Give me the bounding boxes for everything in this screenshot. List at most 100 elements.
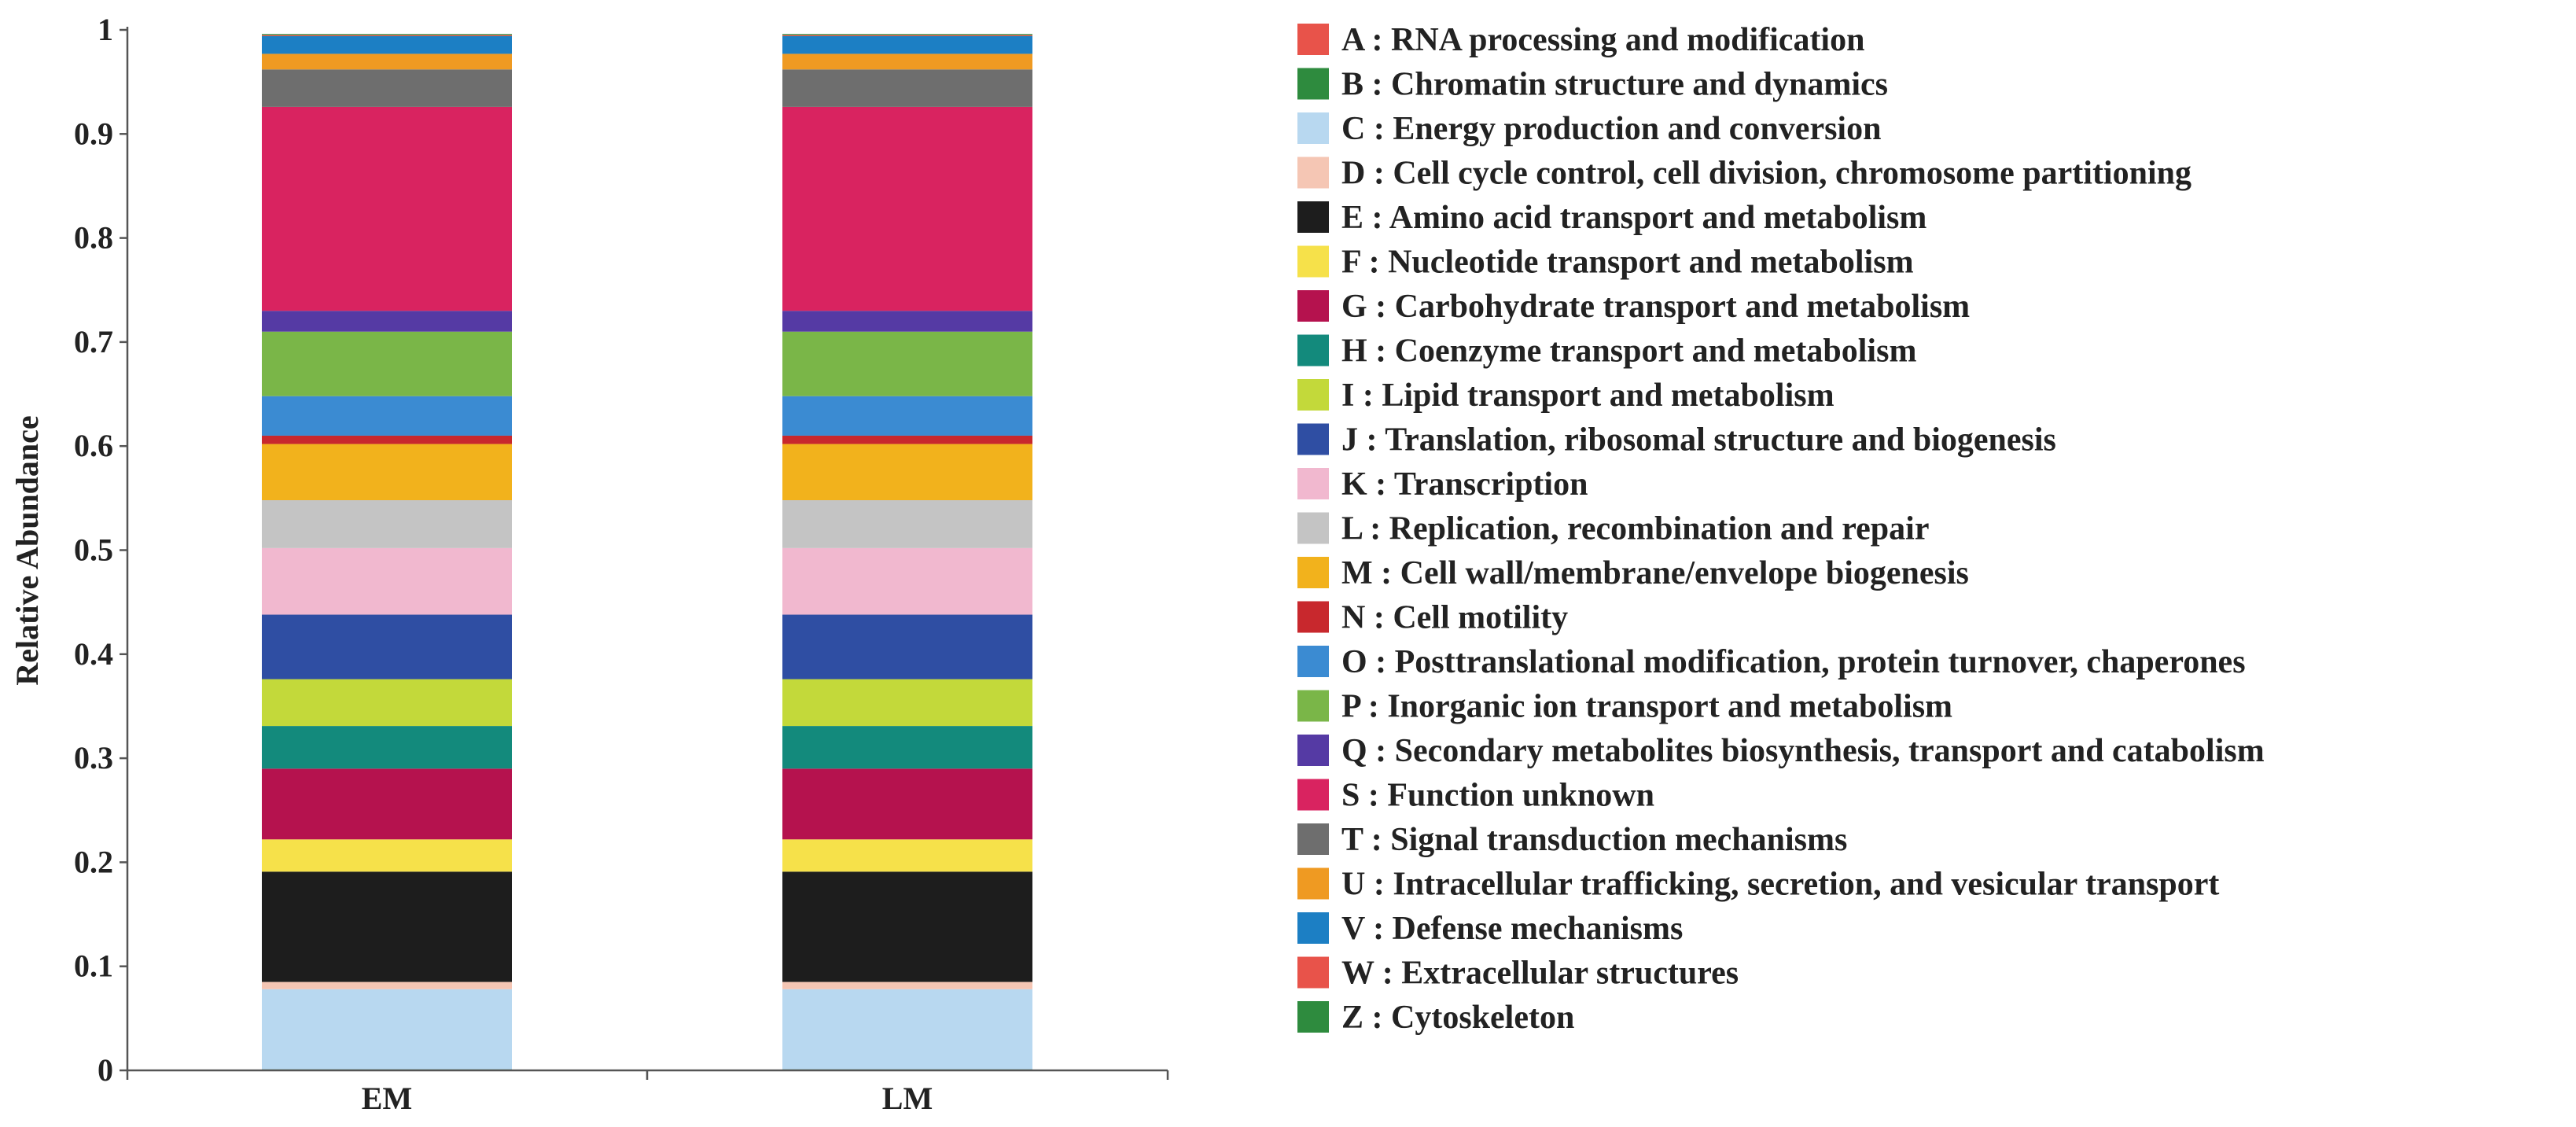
legend-label-a: A : RNA processing and modification [1341, 22, 1864, 58]
legend-swatch-q [1297, 735, 1329, 766]
bar-segment-em-d [262, 982, 512, 989]
y-tick-label: 0.6 [74, 428, 113, 463]
legend-swatch-f [1297, 245, 1329, 278]
bar-segment-lm-u [782, 53, 1032, 70]
legend-label-t: T : Signal transduction mechanisms [1341, 822, 1847, 858]
y-tick-label: 1 [98, 12, 113, 47]
bar-segment-em-c [262, 989, 512, 1070]
bar-segment-em-p [262, 331, 512, 396]
bar-segment-lm-q [782, 311, 1032, 332]
bar-segment-em-i [262, 679, 512, 727]
legend-label-u: U : Intracellular trafficking, secretion… [1341, 867, 2219, 903]
bar-segment-lm-l [782, 499, 1032, 548]
y-tick-label: 0.5 [74, 532, 113, 568]
legend-swatch-m [1297, 557, 1329, 588]
bar-segment-lm-d [782, 982, 1032, 989]
x-category-label-em: EM [362, 1081, 412, 1116]
bar-segment-lm-s [782, 106, 1032, 311]
bar-segment-em-l [262, 499, 512, 548]
legend-swatch-h [1297, 334, 1329, 366]
y-axis-title: Relative Abundance [9, 415, 45, 685]
bar-segment-em-z [262, 34, 512, 35]
legend-label-p: P : Inorganic ion transport and metaboli… [1341, 689, 1952, 725]
bar-segment-em-q [262, 311, 512, 332]
legend-label-d: D : Cell cycle control, cell division, c… [1341, 156, 2191, 192]
legend: A : RNA processing and modification B : C… [1297, 22, 2265, 1036]
legend-label-h: H : Coenzyme transport and metabolism [1341, 333, 1916, 370]
legend-swatch-b [1297, 68, 1329, 100]
axes-layer: 0 0.1 0.2 0.3 0.4 0.5 0.6 0.7 0.8 0.9 1 EM LM Relativ… [9, 12, 1169, 1116]
legend-label-l: L : Replication, recombination and repai… [1341, 511, 1929, 547]
bar-segment-em-k [262, 547, 512, 615]
bar-segment-em-h [262, 726, 512, 769]
legend-label-k: K : Transcription [1341, 466, 1588, 503]
legend-label-s: S : Function unknown [1341, 778, 1654, 814]
y-tick-label: 0.3 [74, 740, 113, 775]
bar-segment-em-u [262, 53, 512, 70]
legend-swatch-k [1297, 468, 1329, 499]
legend-swatch-d [1297, 157, 1329, 189]
bar-segment-em-o [262, 396, 512, 436]
bar-segment-lm-i [782, 679, 1032, 727]
legend-swatch-e [1297, 201, 1329, 233]
bar-segment-em-t [262, 69, 512, 107]
y-tick-label: 0.4 [74, 636, 113, 672]
legend-swatch-o [1297, 646, 1329, 677]
bar-segment-lm-f [782, 839, 1032, 872]
legend-label-e: E : Amino acid transport and metabolism [1341, 200, 1926, 236]
y-tick-label: 0.8 [74, 220, 113, 256]
x-category-label-lm: LM [882, 1081, 933, 1116]
bar-segment-lm-o [782, 396, 1032, 436]
legend-swatch-w [1297, 956, 1329, 989]
bar-segment-lm-k [782, 547, 1032, 615]
legend-label-b: B : Chromatin structure and dynamics [1341, 67, 1888, 103]
legend-label-g: G : Carbohydrate transport and metabolis… [1341, 289, 1970, 325]
legend-swatch-c [1297, 112, 1329, 144]
bar-segment-em-s [262, 106, 512, 311]
legend-label-w: W : Extracellular structures [1341, 956, 1739, 992]
legend-swatch-p [1297, 690, 1329, 722]
bar-segment-lm-w [782, 35, 1032, 36]
y-tick-label: 0.7 [74, 324, 113, 359]
bar-segment-lm-e [782, 871, 1032, 982]
bar-segment-lm-n [782, 435, 1032, 444]
y-tick-label: 0.1 [74, 948, 113, 984]
y-tick-label: 0.2 [74, 844, 113, 879]
bar-segment-lm-h [782, 726, 1032, 769]
legend-label-c: C : Energy production and conversion [1341, 111, 1881, 147]
bar-segment-em-w [262, 35, 512, 36]
legend-label-f: F : Nucleotide transport and metabolism [1341, 245, 1914, 281]
bar-segment-lm-v [782, 35, 1032, 54]
legend-label-i: I : Lipid transport and metabolism [1341, 378, 1834, 414]
legend-label-v: V : Defense mechanisms [1341, 911, 1683, 947]
bar-segment-lm-c [782, 989, 1032, 1070]
legend-label-q: Q : Secondary metabolites biosynthesis, … [1341, 733, 2265, 769]
legend-swatch-a [1297, 24, 1329, 55]
bar-segment-em-j [262, 614, 512, 680]
bar-segment-lm-z [782, 34, 1032, 35]
legend-swatch-i [1297, 379, 1329, 411]
bar-segment-lm-t [782, 69, 1032, 107]
bar-segment-lm-g [782, 768, 1032, 840]
bar-segment-em-f [262, 839, 512, 872]
legend-swatch-n [1297, 601, 1329, 633]
legend-swatch-s [1297, 779, 1329, 811]
y-tick-label: 0.9 [74, 116, 113, 151]
bars-layer [262, 34, 1032, 1070]
legend-label-o: O : Posttranslational modification, prot… [1341, 644, 2246, 680]
legend-swatch-g [1297, 290, 1329, 322]
legend-label-j: J : Translation, ribosomal structure and… [1341, 422, 2056, 459]
legend-swatch-u [1297, 867, 1329, 900]
legend-swatch-j [1297, 423, 1329, 455]
legend-label-z: Z : Cytoskeleton [1341, 1000, 1574, 1036]
legend-swatch-v [1297, 912, 1329, 944]
legend-label-n: N : Cell motility [1341, 600, 1568, 636]
legend-swatch-z [1297, 1001, 1329, 1033]
bar-segment-em-m [262, 444, 512, 500]
y-tick-label: 0 [98, 1052, 113, 1088]
bar-segment-em-v [262, 35, 512, 54]
bar-segment-lm-j [782, 614, 1032, 680]
legend-label-m: M : Cell wall/membrane/envelope biogenes… [1341, 555, 1969, 591]
